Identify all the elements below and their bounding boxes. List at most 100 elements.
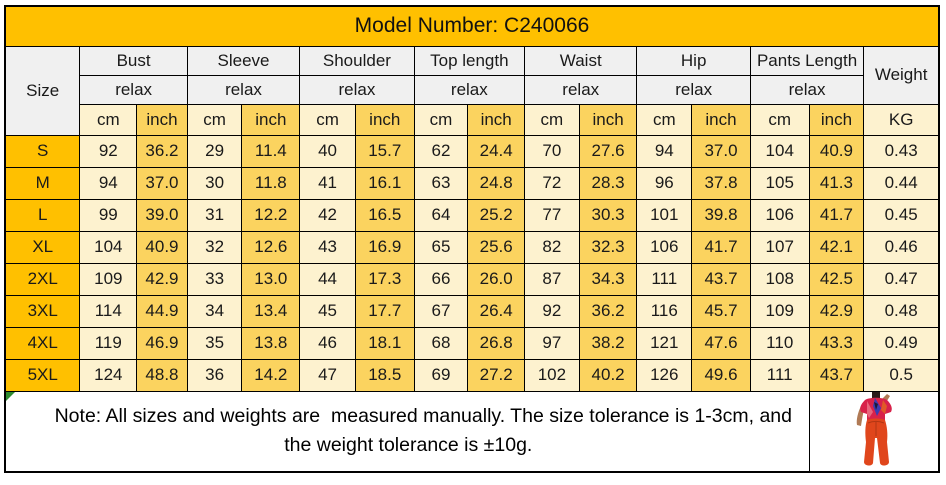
measurement-cell: 49.6 (691, 358, 751, 392)
fit-label-bust: relax (79, 74, 188, 105)
measurement-cell: 41.7 (691, 230, 751, 264)
measurement-cell: 43.7 (691, 262, 751, 296)
size-cell: M (4, 166, 81, 200)
size-cell: L (4, 198, 81, 232)
measurement-cell: 26.4 (467, 294, 526, 328)
measurement-cell: 27.2 (467, 358, 526, 392)
measurement-cell: 44 (299, 262, 356, 296)
size-cell: XL (4, 230, 81, 264)
measurement-cell: 46.9 (136, 326, 188, 360)
size-cell: 4XL (4, 326, 81, 360)
measurement-cell: 43 (299, 230, 356, 264)
measurement-cell: 63 (413, 166, 469, 200)
measurement-cell: 33 (186, 262, 243, 296)
measurement-cell: 65 (413, 230, 469, 264)
measurement-cell: 44.9 (136, 294, 188, 328)
weight-cell: 0.48 (863, 294, 940, 328)
unit-header-kg: KG (863, 103, 940, 136)
measurement-cell: 13.4 (241, 294, 301, 328)
measurement-cell: 42 (299, 198, 356, 232)
measurement-cell: 29 (186, 134, 243, 168)
measurement-cell: 62 (413, 134, 469, 168)
measurement-cell: 16.9 (354, 230, 415, 264)
size-cell: S (4, 134, 81, 168)
measurement-cell: 30 (186, 166, 243, 200)
measurement-cell: 119 (79, 326, 138, 360)
measurement-cell: 13.8 (241, 326, 301, 360)
size-cell: 2XL (4, 262, 81, 296)
table-row: L 99 39.0 31 12.2 42 16.5 64 25.2 77 30.… (4, 198, 940, 232)
measurement-cell: 17.3 (354, 262, 415, 296)
measurement-cell: 111 (749, 358, 810, 392)
weight-cell: 0.47 (863, 262, 940, 296)
unit-header-inch: inch (241, 103, 301, 136)
unit-header-cm: cm (186, 103, 243, 136)
table-row: 2XL 109 42.9 33 13.0 44 17.3 66 26.0 87 … (4, 262, 940, 296)
measurement-cell: 42.1 (808, 230, 865, 264)
measurement-cell: 11.4 (241, 134, 301, 168)
measurement-cell: 87 (524, 262, 580, 296)
measurement-cell: 109 (749, 294, 810, 328)
measurement-cell: 43.3 (808, 326, 865, 360)
measurement-cell: 11.8 (241, 166, 301, 200)
size-cell: 3XL (4, 294, 81, 328)
measurement-cell: 107 (749, 230, 810, 264)
measurement-cell: 41.3 (808, 166, 865, 200)
table-row: 3XL 114 44.9 34 13.4 45 17.7 67 26.4 92 … (4, 294, 940, 328)
fit-label-pants-length: relax (749, 74, 865, 105)
column-header-top-length: Top length (413, 45, 526, 76)
measurement-cell: 70 (524, 134, 580, 168)
measurement-cell: 43.7 (808, 358, 865, 392)
measurement-cell: 111 (636, 262, 693, 296)
measurement-cell: 105 (749, 166, 810, 200)
measurement-cell: 24.4 (467, 134, 526, 168)
measurement-cell: 82 (524, 230, 580, 264)
measurement-cell: 24.8 (467, 166, 526, 200)
measurement-cell: 46 (299, 326, 356, 360)
measurement-cell: 16.1 (354, 166, 415, 200)
measurement-cell: 96 (636, 166, 693, 200)
weight-cell: 0.49 (863, 326, 940, 360)
unit-header-cm: cm (413, 103, 469, 136)
table-row: 4XL 119 46.9 35 13.8 46 18.1 68 26.8 97 … (4, 326, 940, 360)
unit-header-inch: inch (808, 103, 865, 136)
table-row: XL 104 40.9 32 12.6 43 16.9 65 25.6 82 3… (4, 230, 940, 264)
unit-header-inch: inch (467, 103, 526, 136)
measurement-cell: 32 (186, 230, 243, 264)
measurement-cell: 104 (749, 134, 810, 168)
measurement-cell: 37.8 (691, 166, 751, 200)
measurement-cell: 39.0 (136, 198, 188, 232)
measurement-cell: 101 (636, 198, 693, 232)
measurement-cell: 108 (749, 262, 810, 296)
measurement-cell: 45.7 (691, 294, 751, 328)
measurement-cell: 94 (79, 166, 138, 200)
measurement-cell: 92 (79, 134, 138, 168)
unit-header-inch: inch (578, 103, 638, 136)
weight-cell: 0.46 (863, 230, 940, 264)
measurement-cell: 92 (524, 294, 580, 328)
measurement-cell: 36.2 (578, 294, 638, 328)
measurement-cell: 35 (186, 326, 243, 360)
measurement-cell: 34.3 (578, 262, 638, 296)
note-text: Note: All sizes and weights are measured… (54, 405, 798, 457)
column-header-shoulder: Shoulder (299, 45, 415, 76)
measurement-cell: 72 (524, 166, 580, 200)
measurement-cell: 12.2 (241, 198, 301, 232)
measurement-cell: 126 (636, 358, 693, 392)
column-header-sleeve: Sleeve (186, 45, 301, 76)
weight-cell: 0.44 (863, 166, 940, 200)
unit-header-cm: cm (636, 103, 693, 136)
fit-label-waist: relax (524, 74, 638, 105)
measurement-cell: 41.7 (808, 198, 865, 232)
measurement-cell: 99 (79, 198, 138, 232)
cell-comment-flag (6, 392, 15, 401)
unit-header-inch: inch (354, 103, 415, 136)
unit-header-inch: inch (691, 103, 751, 136)
column-header-waist: Waist (524, 45, 638, 76)
measurement-cell: 42.5 (808, 262, 865, 296)
fit-label-shoulder: relax (299, 74, 415, 105)
measurement-cell: 102 (524, 358, 580, 392)
measurement-cell: 116 (636, 294, 693, 328)
measurement-cell: 14.2 (241, 358, 301, 392)
